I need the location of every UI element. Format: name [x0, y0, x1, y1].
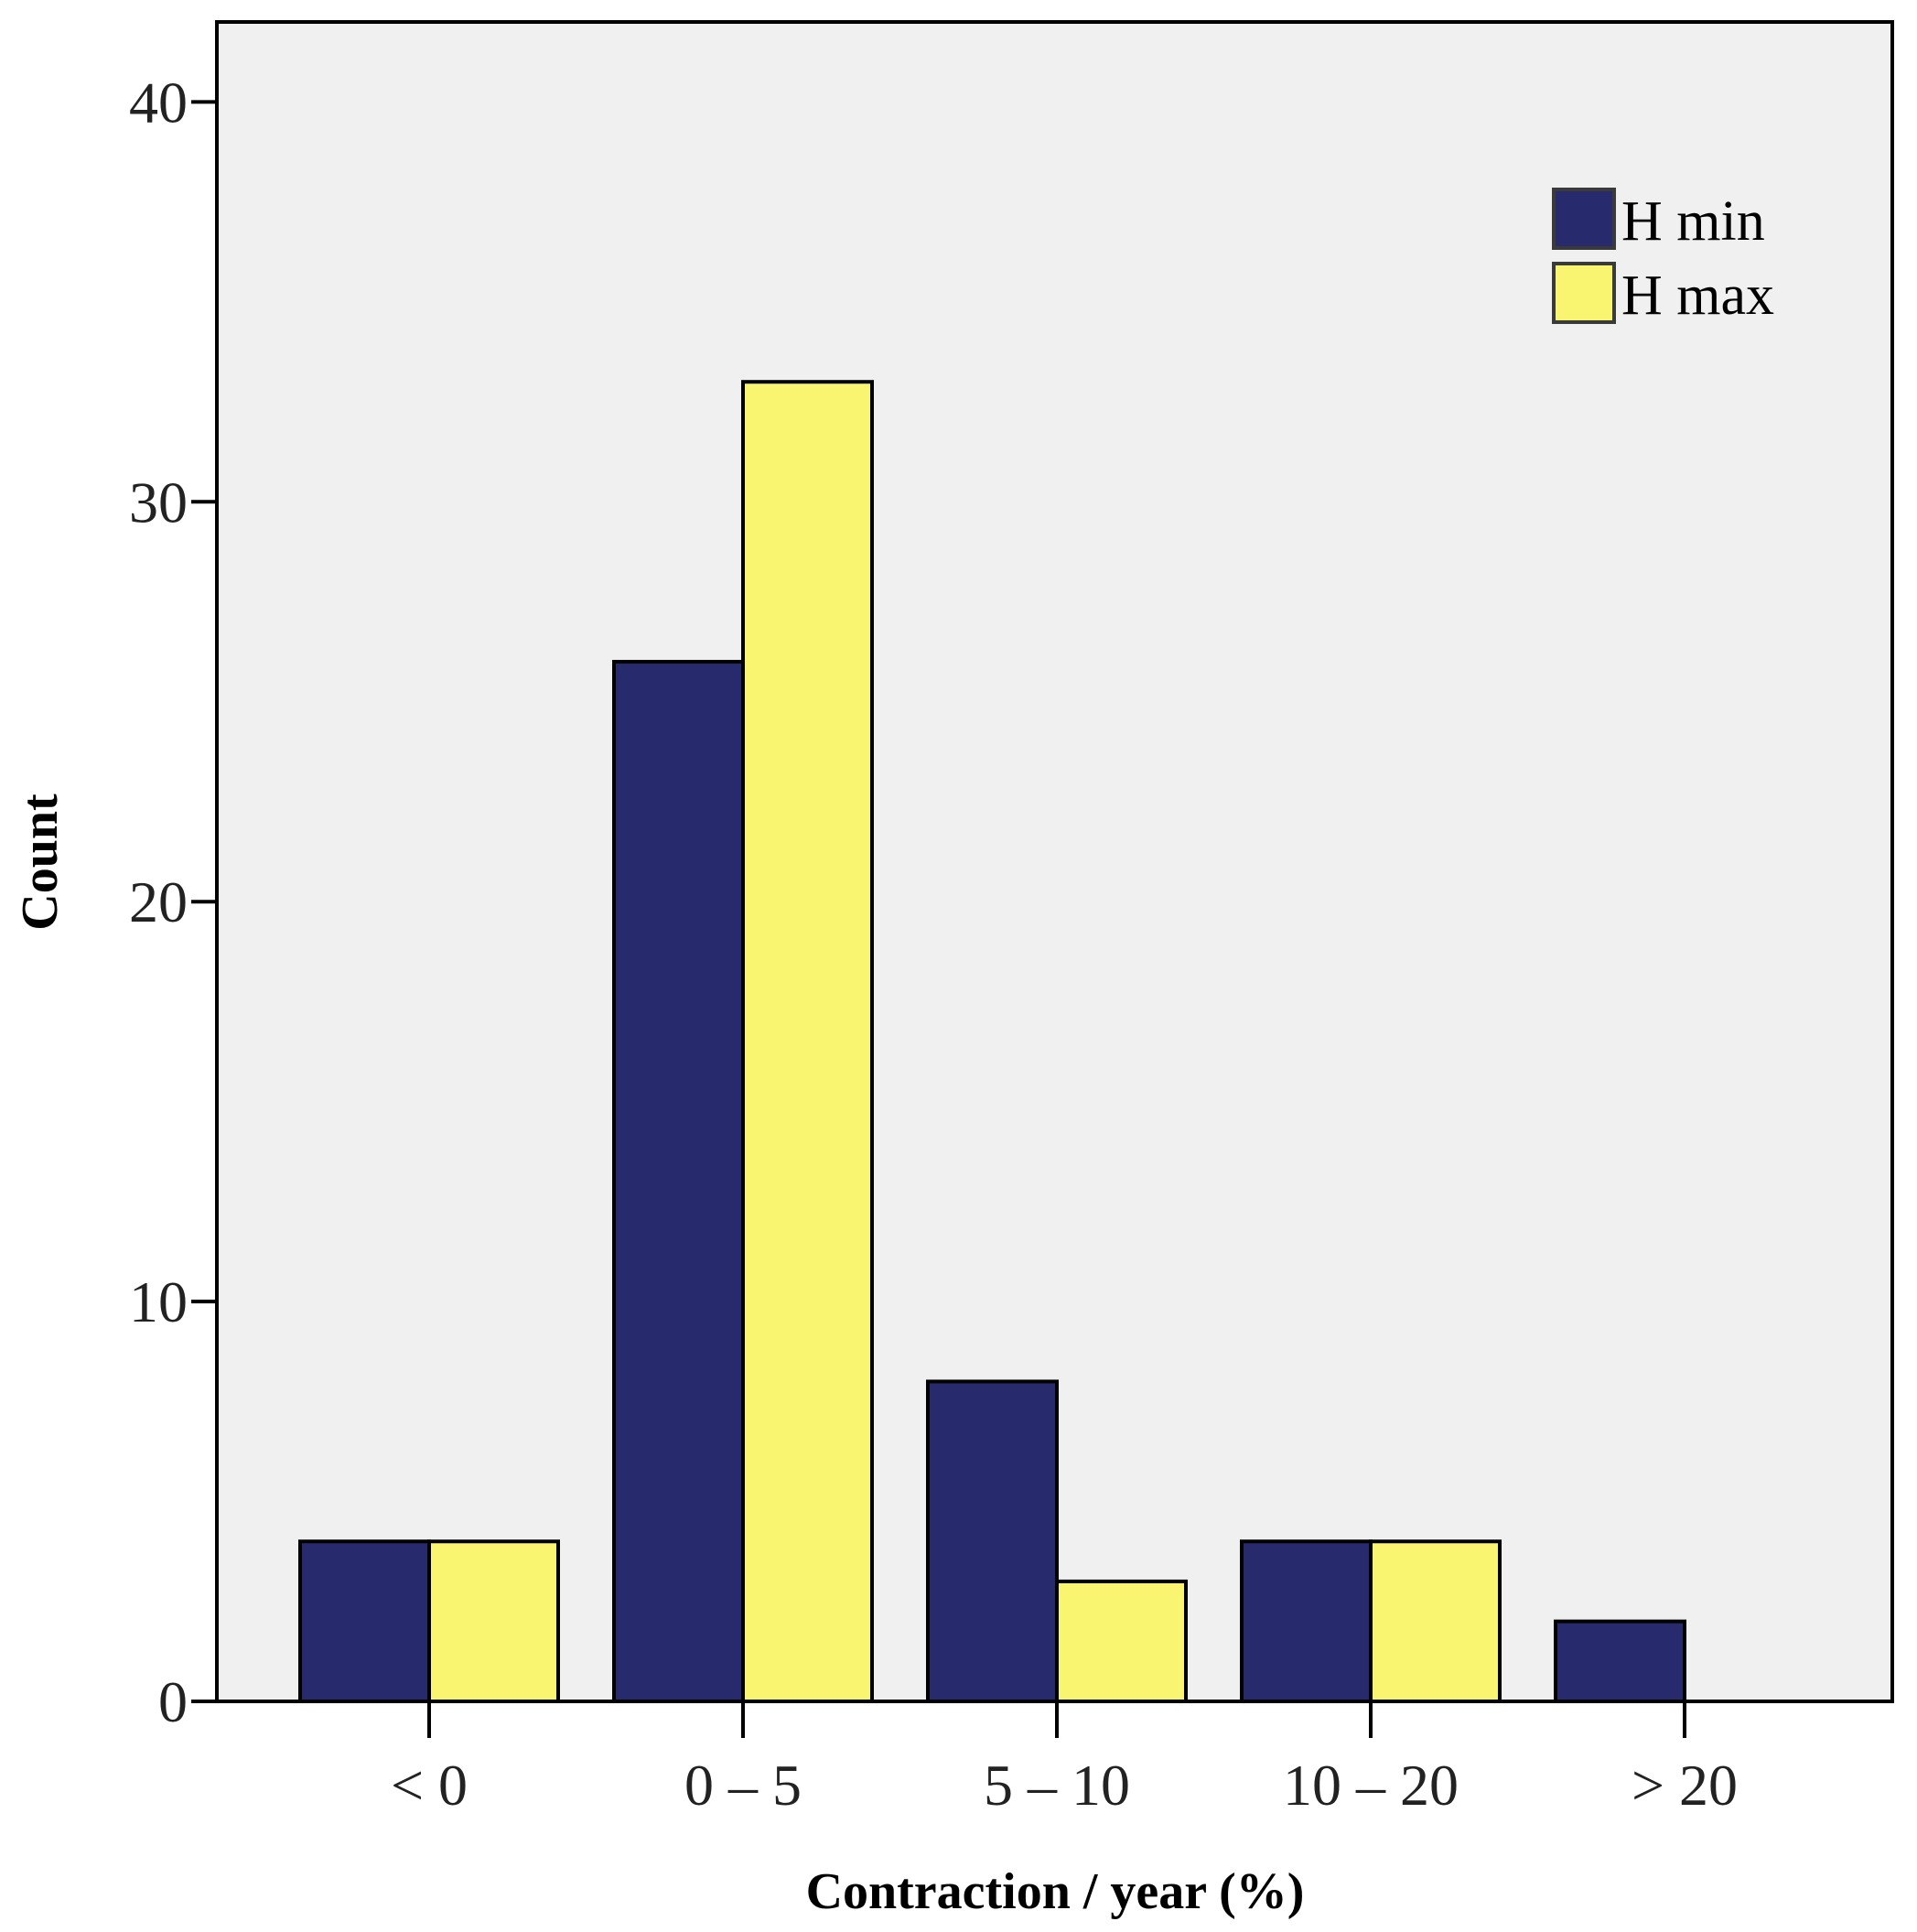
bar-h-max-4 [1369, 1539, 1502, 1703]
bar-h-min-5 [1554, 1619, 1686, 1703]
x-tick-label-5: > 20 [1632, 1753, 1738, 1818]
y-tick-label-30: 30 [129, 470, 188, 534]
x-tick-label-2: 0 – 5 [684, 1753, 802, 1818]
legend-swatch-h-max [1552, 262, 1616, 324]
x-tick-label-1: < 0 [391, 1753, 468, 1818]
x-tick-label-3: 5 – 10 [984, 1753, 1130, 1818]
x-tick-label-4: 10 – 20 [1283, 1753, 1459, 1818]
bar-h-min-4 [1240, 1539, 1373, 1703]
bar-h-max-3 [1055, 1579, 1188, 1704]
axes-layer: 0 10 20 30 40 < 0 0 – 5 5 – 10 10 – 20 > 20 [129, 70, 1738, 1818]
legend-label-h-max: H max [1621, 264, 1774, 327]
bar-h-max-1 [427, 1539, 560, 1703]
legend: H min H max [1552, 188, 1774, 327]
legend-label-h-min: H min [1621, 190, 1765, 253]
bar-h-min-2 [612, 660, 745, 1703]
legend-swatch-h-min [1552, 188, 1616, 250]
bar-h-min-1 [298, 1539, 431, 1703]
bars-layer [298, 380, 1686, 1704]
bar-h-max-2 [741, 380, 874, 1704]
y-tick-label-0: 0 [158, 1669, 188, 1734]
y-tick-label-20: 20 [129, 869, 188, 934]
y-tick-label-40: 40 [129, 70, 188, 135]
bar-h-min-3 [926, 1379, 1059, 1703]
y-tick-label-10: 10 [129, 1269, 188, 1334]
y-axis-title: Count [12, 793, 69, 931]
x-axis-title: Contraction / year (%) [806, 1863, 1305, 1920]
